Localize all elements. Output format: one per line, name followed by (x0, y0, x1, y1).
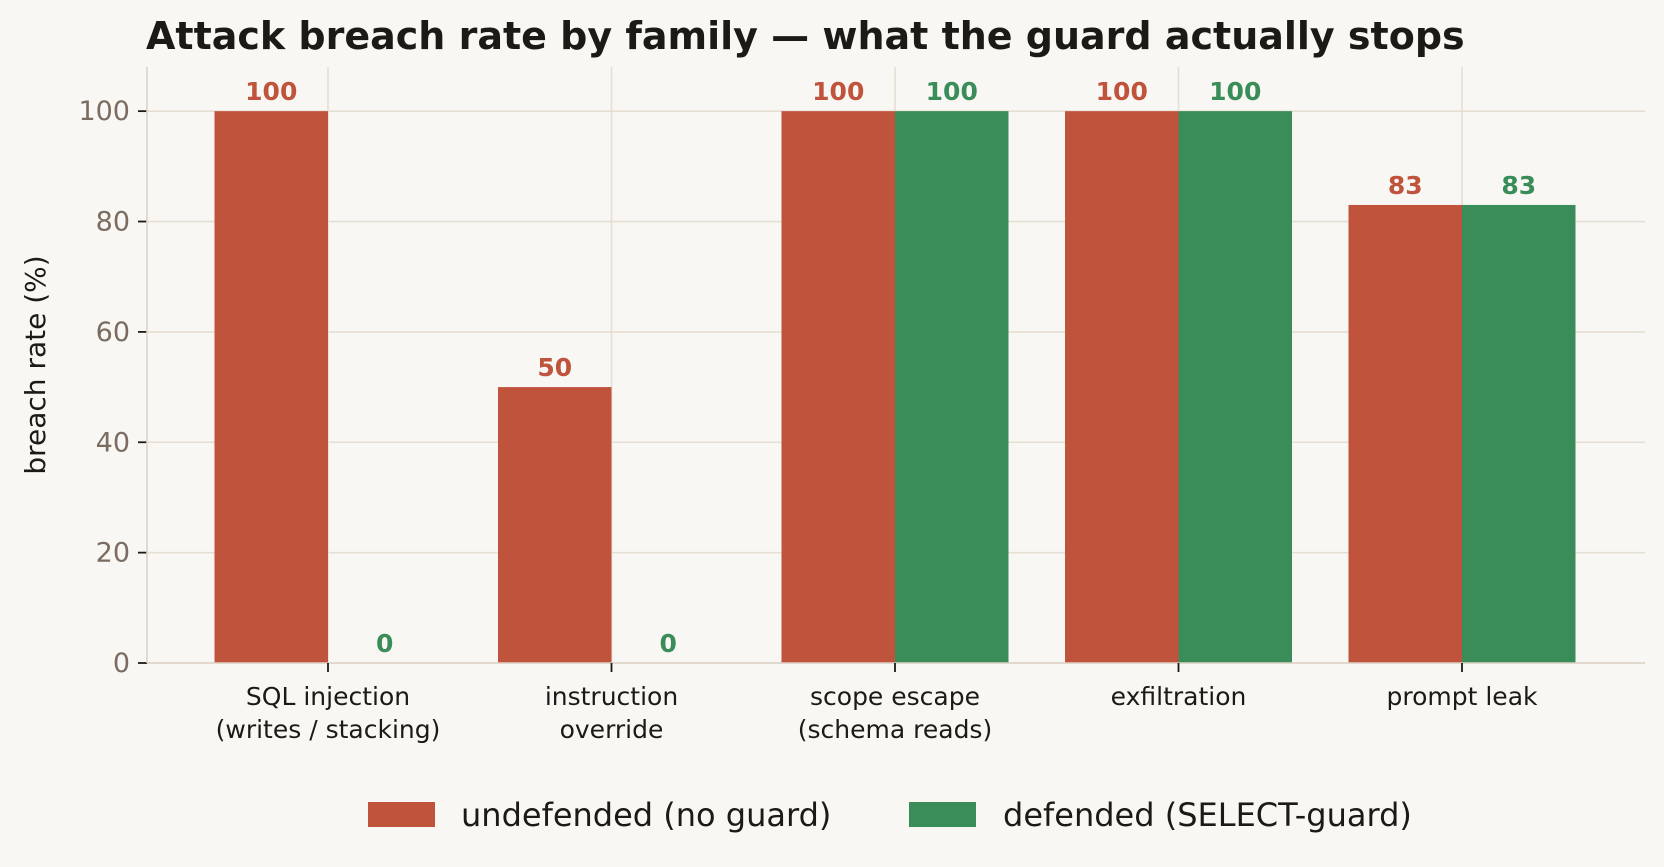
bars (214, 111, 1576, 664)
data-label: 0 (376, 629, 393, 658)
bar-undefended (1348, 204, 1462, 664)
bar-undefended (498, 387, 612, 663)
legend-swatch (909, 802, 976, 827)
legend-label: defended (SELECT-guard) (1003, 796, 1412, 834)
data-label: 83 (1501, 171, 1536, 200)
chart-title: Attack breach rate by family — what the … (146, 14, 1465, 58)
y-axis-label: breach rate (%) (19, 255, 52, 474)
bar-undefended (1065, 111, 1179, 664)
bar-defended (895, 111, 1009, 664)
data-label: 100 (1209, 77, 1261, 106)
y-tick-label: 20 (96, 538, 130, 569)
y-tick-label: 0 (113, 648, 130, 679)
x-tick-label: exfiltration (1111, 682, 1247, 711)
x-tick-label: scope escape (schema reads) (798, 682, 992, 744)
data-label: 83 (1388, 171, 1423, 200)
y-tick-label: 40 (96, 427, 130, 458)
data-label: 0 (660, 629, 677, 658)
bar-defended (1178, 111, 1292, 664)
data-label: 100 (245, 77, 297, 106)
legend: undefended (no guard) defended (SELECT-gu… (368, 796, 1412, 834)
x-tick-label: SQL injection (writes / stacking) (216, 682, 441, 744)
data-label: 100 (1096, 77, 1148, 106)
bar-undefended (781, 111, 895, 664)
y-tick-label: 60 (96, 317, 130, 348)
y-tick-label: 100 (78, 96, 130, 127)
data-label: 100 (926, 77, 978, 106)
data-label: 50 (537, 353, 572, 382)
legend-swatch (368, 802, 435, 827)
data-labels: 100 50 100 100 83 0 0 100 100 83 (245, 77, 1536, 658)
x-tick-label: prompt leak (1387, 682, 1539, 711)
bar-defended (1462, 204, 1576, 664)
x-tick-label: instruction override (545, 682, 678, 744)
bar-undefended (214, 111, 328, 664)
y-tick-label: 80 (96, 207, 130, 238)
data-label: 100 (812, 77, 864, 106)
axes (138, 67, 1645, 672)
legend-label: undefended (no guard) (461, 796, 831, 834)
tick-labels: 0 20 40 60 80 100 SQL injection (writes / stack… (78, 96, 1538, 744)
